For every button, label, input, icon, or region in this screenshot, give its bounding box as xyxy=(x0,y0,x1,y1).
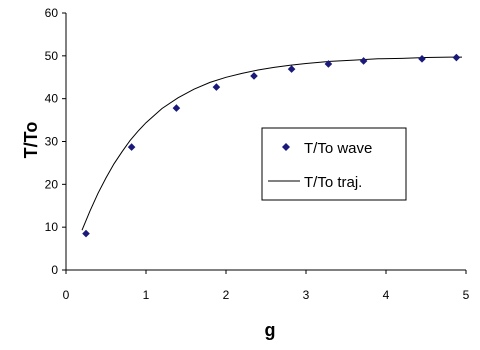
legend-box xyxy=(261,127,407,201)
y-axis-title: T/To xyxy=(21,122,41,159)
series-line-traj xyxy=(81,56,462,231)
y-tick-label: 0 xyxy=(51,263,58,277)
y-tick-label: 10 xyxy=(45,220,59,234)
x-tick-label: 4 xyxy=(383,288,390,302)
y-tick-label: 30 xyxy=(45,135,59,149)
legend-label-wave: T/To wave xyxy=(304,140,372,157)
legend-wave-marker xyxy=(282,143,290,151)
x-tick-label: 2 xyxy=(223,288,230,302)
data-point-wave xyxy=(250,72,258,80)
data-point-wave xyxy=(324,60,333,68)
x-axis-title: g xyxy=(265,320,276,340)
x-tick-label: 3 xyxy=(303,288,310,302)
x-tick-label: 1 xyxy=(143,288,150,302)
plot-area: 0 10 20 30 40 50 60 0 1 2 3 4 5 xyxy=(45,6,470,302)
y-tick-label: 50 xyxy=(45,49,59,63)
data-point-wave xyxy=(172,104,181,112)
data-point-wave xyxy=(418,55,426,63)
data-point-wave xyxy=(127,143,136,151)
y-tick-label: 40 xyxy=(45,92,59,106)
legend: T/To wave T/To traj. xyxy=(261,127,407,201)
data-point-wave xyxy=(82,229,90,238)
x-tick-label: 5 xyxy=(463,288,470,302)
y-tick-label: 60 xyxy=(45,6,59,20)
data-point-wave xyxy=(359,57,368,65)
legend-label-traj: T/To traj. xyxy=(304,174,362,191)
y-tick-label: 20 xyxy=(45,177,59,191)
data-point-wave xyxy=(212,83,221,91)
x-tick-label: 0 xyxy=(63,288,70,302)
data-point-wave xyxy=(287,65,296,73)
data-point-wave xyxy=(452,53,461,62)
